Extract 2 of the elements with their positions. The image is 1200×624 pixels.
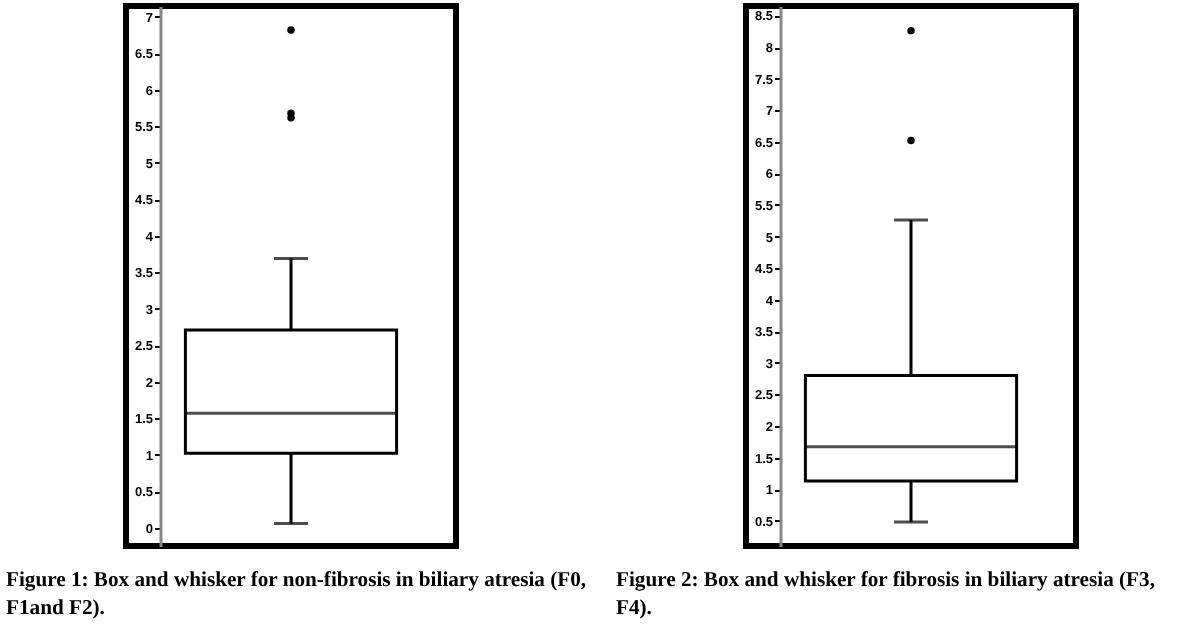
caption: Figure 2: Box and whisker for fibrosis in biliary atresia (F3, F4). bbox=[614, 568, 1157, 624]
caption: Figure 1: Box and whisker for non-fibrosis in biliary atresia (F0, F1and F2). bbox=[4, 568, 589, 624]
